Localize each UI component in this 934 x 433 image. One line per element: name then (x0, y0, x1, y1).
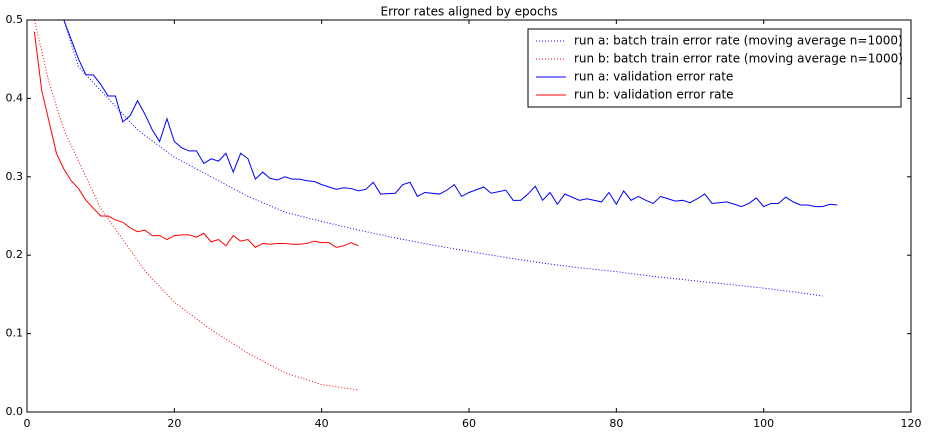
y-tick-label: 0.3 (6, 170, 24, 183)
y-tick-label: 0.5 (6, 13, 24, 26)
legend-box (527, 28, 902, 108)
plot-frame (26, 19, 912, 413)
y-tick-label: 0.2 (6, 248, 24, 261)
x-tick-label: 0 (24, 417, 31, 430)
chart-title: Error rates aligned by epochs (381, 5, 558, 19)
x-tick-label: 100 (753, 417, 774, 430)
x-tick-label: 20 (167, 417, 181, 430)
legend-text: run a: validation error rate (574, 70, 733, 84)
series-line (63, 20, 823, 297)
y-tick-label: 0.0 (6, 405, 24, 418)
y-tick-label: 0.1 (6, 327, 24, 340)
x-tick-label: 60 (462, 417, 476, 430)
series-line (63, 20, 838, 208)
series-line (33, 20, 359, 391)
y-tick-label: 0.4 (6, 91, 24, 104)
legend-text: run a: batch train error rate (moving av… (574, 34, 903, 48)
x-tick-label: 80 (609, 417, 623, 430)
x-tick-label: 40 (315, 417, 329, 430)
legend-text: run b: validation error rate (574, 88, 734, 102)
legend-text: run b: batch train error rate (moving av… (574, 52, 903, 66)
series-line (33, 31, 359, 248)
x-tick-label: 120 (901, 417, 922, 430)
